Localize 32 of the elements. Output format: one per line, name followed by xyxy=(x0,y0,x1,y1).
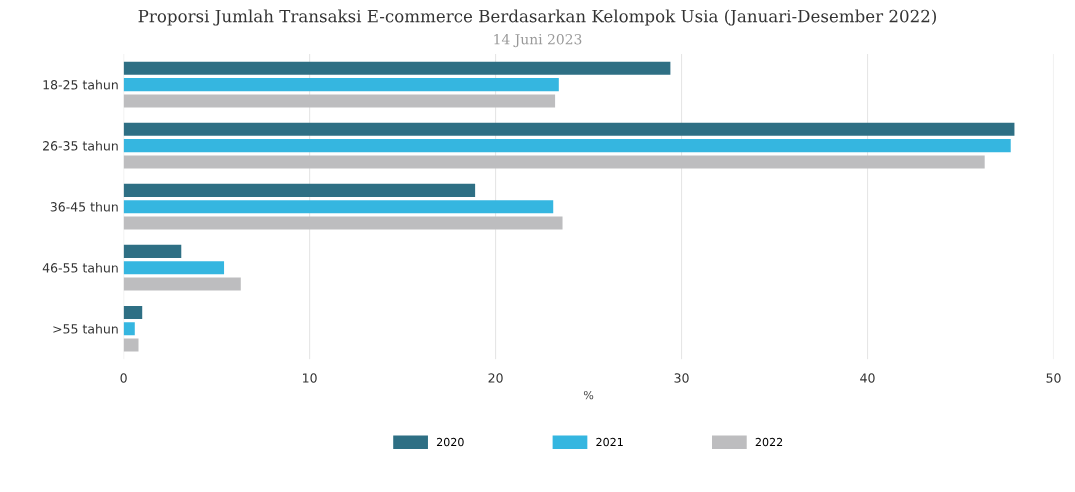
bar xyxy=(123,200,554,214)
bar xyxy=(123,322,135,336)
bar xyxy=(123,183,476,197)
bar xyxy=(123,122,1015,136)
legend-label: 2020 xyxy=(436,437,464,447)
bar xyxy=(123,305,143,319)
x-tick-label: 40 xyxy=(860,373,875,383)
x-tick-label: 50 xyxy=(1046,373,1061,383)
x-tick-label: 30 xyxy=(674,373,689,383)
bar xyxy=(123,244,182,258)
bar xyxy=(123,78,559,92)
bar xyxy=(123,216,563,230)
y-tick-label: 46-55 tahun xyxy=(42,262,118,273)
legend-label: 2022 xyxy=(755,437,783,447)
y-tick-label: 18-25 tahun xyxy=(43,79,118,90)
x-tick-label: 0 xyxy=(120,373,127,383)
chart-title: Proporsi Jumlah Transaksi E-commerce Berdasarkan Kelompok Usia (Januari-Desember 2022) xyxy=(138,9,937,26)
x-tick-label: 20 xyxy=(488,373,503,383)
bar xyxy=(123,338,139,352)
bar xyxy=(123,94,556,108)
bar xyxy=(123,155,985,169)
bar xyxy=(123,277,241,291)
y-tick-label: >55 tahun xyxy=(53,323,118,334)
x-axis-title: % xyxy=(583,390,594,400)
y-tick-label: 36-45 thun xyxy=(50,201,118,212)
bar xyxy=(123,261,225,275)
x-tick-label: 10 xyxy=(303,373,317,383)
y-tick-label: 26-35 tahun xyxy=(43,140,118,151)
bar xyxy=(123,139,1011,153)
legend-label: 2021 xyxy=(596,437,623,447)
chart-subtitle: 14 Juni 2023 xyxy=(494,33,582,48)
bar xyxy=(123,61,671,75)
